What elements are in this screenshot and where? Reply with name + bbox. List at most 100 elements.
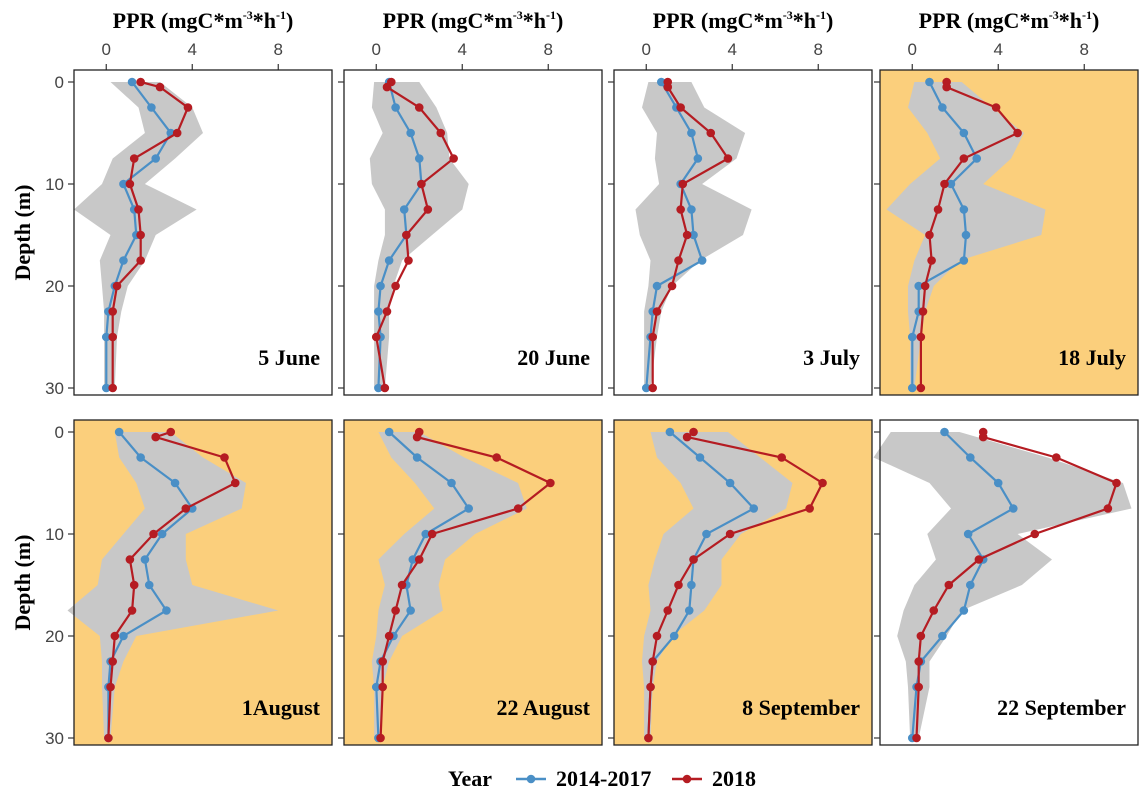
data-point-2018 xyxy=(927,256,936,265)
data-point-2018 xyxy=(974,555,984,564)
series-2018 xyxy=(648,77,733,393)
data-point-2014-2017 xyxy=(1009,504,1018,513)
data-point-2018 xyxy=(1030,529,1040,539)
panel-date-label: 22 September xyxy=(997,695,1126,720)
range-band xyxy=(67,432,279,738)
data-point-2018 xyxy=(652,307,662,316)
data-point-2018 xyxy=(172,128,182,138)
data-point-2014-2017 xyxy=(119,631,128,641)
x-tick-label: 0 xyxy=(102,40,111,59)
x-tick-label: 4 xyxy=(458,40,467,59)
data-point-2018 xyxy=(220,453,229,462)
data-point-2018 xyxy=(136,230,145,240)
data-point-2018 xyxy=(914,657,923,666)
data-point-2014-2017 xyxy=(657,77,666,87)
data-point-2018 xyxy=(676,205,685,214)
data-point-2014-2017 xyxy=(406,606,415,615)
data-point-2018 xyxy=(706,128,716,138)
data-point-2018 xyxy=(129,580,139,590)
series-2018 xyxy=(376,427,555,743)
data-point-2014-2017 xyxy=(374,383,383,393)
data-point-2014-2017 xyxy=(374,307,383,316)
data-point-2018 xyxy=(125,179,135,189)
data-point-2018 xyxy=(402,230,411,240)
data-point-2014-2017 xyxy=(684,606,694,615)
data-point-2018 xyxy=(423,205,433,214)
series-2018 xyxy=(371,77,458,393)
data-point-2014-2017 xyxy=(464,504,474,513)
panel-date-label: 22 August xyxy=(496,695,590,720)
data-point-2018 xyxy=(136,77,145,87)
data-point-2018 xyxy=(978,432,988,442)
series-2018 xyxy=(108,77,193,393)
x-axis-top-2: PPR (mgC*m-3*h-1)0 4 8 xyxy=(642,8,834,70)
data-point-2018 xyxy=(382,82,392,92)
data-point-2014-2017 xyxy=(669,631,679,641)
data-point-2018 xyxy=(183,103,193,112)
data-point-2018 xyxy=(108,332,117,342)
data-point-2018 xyxy=(777,453,786,462)
panel-date-label: 5 June xyxy=(258,345,320,370)
data-point-2018 xyxy=(127,606,137,615)
data-point-2014-2017 xyxy=(652,281,662,291)
range-band xyxy=(873,432,1132,738)
series-2018 xyxy=(916,77,1022,393)
data-point-2018 xyxy=(916,631,926,641)
data-point-2018 xyxy=(230,478,240,488)
data-point-2014-2017 xyxy=(961,230,971,240)
data-point-2014-2017 xyxy=(421,529,431,539)
panel-frame xyxy=(343,69,603,396)
data-point-2018 xyxy=(1103,504,1113,513)
data-point-2018 xyxy=(412,432,422,442)
data-point-2014-2017 xyxy=(119,179,128,189)
data-point-2014-2017 xyxy=(907,332,917,342)
panel-8: 22 September xyxy=(873,419,1139,746)
data-point-2018 xyxy=(108,307,117,316)
series-2014-2017 xyxy=(907,77,982,393)
data-point-2014-2017 xyxy=(144,580,154,590)
data-point-2018 xyxy=(112,281,122,291)
data-point-2018 xyxy=(417,179,426,189)
legend-label-2018: 2018 xyxy=(712,766,756,791)
y-axis-title: Depth (m) xyxy=(10,535,35,631)
data-point-2018 xyxy=(376,733,385,743)
data-point-2018 xyxy=(916,332,926,342)
data-point-2014-2017 xyxy=(938,103,947,112)
data-point-2018 xyxy=(652,631,662,641)
data-point-2018 xyxy=(916,383,926,393)
legend-marker-2014-2017 xyxy=(526,774,536,784)
data-point-2018 xyxy=(723,154,733,163)
data-point-2018 xyxy=(380,383,390,393)
data-point-2014-2017 xyxy=(136,453,145,462)
panel-date-label: 3 July xyxy=(803,345,860,370)
data-point-2014-2017 xyxy=(689,230,698,240)
data-point-2018 xyxy=(644,733,653,743)
legend-marker-2018 xyxy=(682,774,692,784)
data-point-2014-2017 xyxy=(162,606,171,615)
data-point-2018 xyxy=(151,432,160,442)
x-axis-title: PPR (mgC*m-3*h-1) xyxy=(653,8,834,33)
data-point-2014-2017 xyxy=(959,205,969,214)
data-point-2014-2017 xyxy=(147,103,156,112)
panel-2: 20 June xyxy=(338,69,603,396)
data-point-2018 xyxy=(933,205,943,214)
data-point-2014-2017 xyxy=(151,154,160,163)
panel-frame xyxy=(73,69,333,396)
data-point-2018 xyxy=(427,529,437,539)
data-point-2014-2017 xyxy=(157,529,167,539)
x-tick-label: 4 xyxy=(188,40,197,59)
data-point-2014-2017 xyxy=(938,631,947,641)
data-point-2014-2017 xyxy=(399,205,409,214)
series-2014-2017 xyxy=(641,77,707,393)
data-point-2014-2017 xyxy=(447,478,456,488)
data-point-2014-2017 xyxy=(406,128,415,138)
data-point-2018 xyxy=(1112,478,1121,488)
data-point-2014-2017 xyxy=(959,128,969,138)
data-point-2018 xyxy=(513,504,523,513)
series-2018 xyxy=(912,427,1121,743)
data-point-2014-2017 xyxy=(963,529,973,539)
data-point-2018 xyxy=(492,453,501,462)
data-point-2014-2017 xyxy=(687,580,696,590)
data-point-2018 xyxy=(181,504,191,513)
